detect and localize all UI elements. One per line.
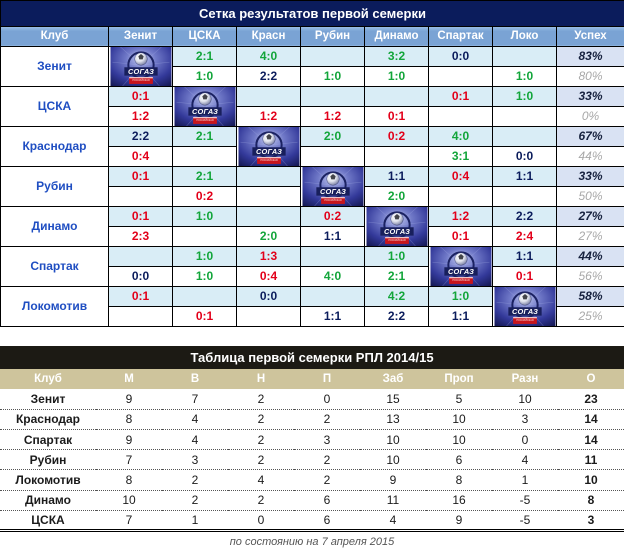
svg-text:РОССИЙСКАЯ: РОССИЙСКАЯ: [388, 239, 405, 242]
svg-text:СОГАЗ: СОГАЗ: [320, 187, 346, 196]
svg-text:РОССИЙСКАЯ: РОССИЙСКАЯ: [260, 159, 277, 162]
svg-text:СОГАЗ: СОГАЗ: [384, 227, 410, 236]
svg-text:РОССИЙСКАЯ: РОССИЙСКАЯ: [196, 119, 213, 122]
svg-text:СОГАЗ: СОГАЗ: [192, 107, 218, 116]
svg-text:СОГАЗ: СОГАЗ: [512, 307, 538, 316]
svg-text:РОССИЙСКАЯ: РОССИЙСКАЯ: [132, 79, 149, 82]
svg-text:РОССИЙСКАЯ: РОССИЙСКАЯ: [452, 279, 469, 282]
svg-text:РОССИЙСКАЯ: РОССИЙСКАЯ: [516, 319, 533, 322]
svg-text:СОГАЗ: СОГАЗ: [256, 147, 282, 156]
svg-text:СОГАЗ: СОГАЗ: [448, 267, 474, 276]
svg-text:СОГАЗ: СОГАЗ: [128, 67, 154, 76]
svg-text:РОССИЙСКАЯ: РОССИЙСКАЯ: [324, 199, 341, 202]
